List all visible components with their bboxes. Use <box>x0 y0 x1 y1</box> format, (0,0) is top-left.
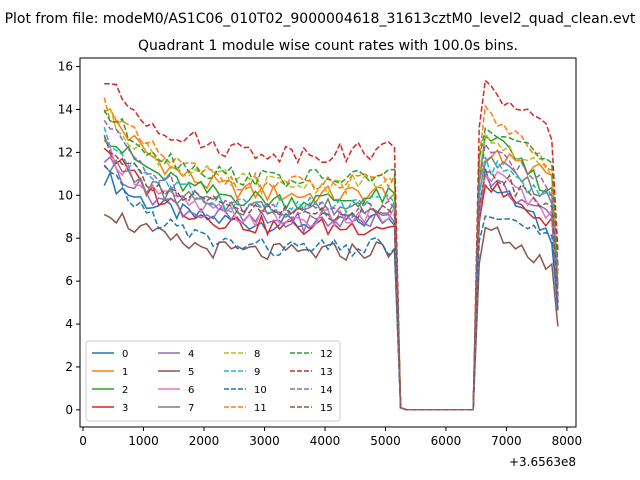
series-line-11 <box>103 97 559 411</box>
series-line-1 <box>103 108 559 411</box>
series-line-13 <box>104 78 559 411</box>
x-tick-label: 3000 <box>249 434 280 448</box>
legend-label-0: 0 <box>122 349 128 360</box>
legend-label-11: 11 <box>254 403 267 414</box>
x-axis: 0 1000 2000 3000 4000 5000 6000 7000 8000 <box>79 427 582 448</box>
y-tick-label: 16 <box>58 60 73 74</box>
legend-box <box>85 340 341 422</box>
x-tick-label: 2000 <box>189 434 220 448</box>
x-tick-label: 5000 <box>370 434 401 448</box>
x-offset-label: +3.6563e8 <box>509 455 576 469</box>
chart-title: Quadrant 1 module wise count rates with … <box>138 38 518 54</box>
legend-label-2: 2 <box>122 385 128 396</box>
series-line-15 <box>103 134 559 411</box>
y-tick-label: 6 <box>65 274 73 288</box>
legend-label-5: 5 <box>188 367 194 378</box>
legend-label-13: 13 <box>320 367 333 378</box>
y-tick-label: 14 <box>58 102 73 116</box>
y-tick-label: 0 <box>65 403 73 417</box>
x-tick-label: 0 <box>79 434 87 448</box>
legend-label-9: 9 <box>254 367 260 378</box>
legend-label-3: 3 <box>122 403 128 414</box>
legend-label-4: 4 <box>188 349 194 360</box>
y-tick-label: 12 <box>58 145 73 159</box>
y-tick-label: 2 <box>65 360 73 374</box>
legend-label-14: 14 <box>320 385 333 396</box>
legend-label-8: 8 <box>254 349 260 360</box>
y-axis: 0 2 4 6 8 10 12 14 16 <box>58 60 80 417</box>
legend-label-1: 1 <box>122 367 128 378</box>
x-tick-label: 6000 <box>431 434 462 448</box>
legend-label-6: 6 <box>188 385 194 396</box>
x-tick-label: 4000 <box>310 434 341 448</box>
y-tick-label: 4 <box>65 317 73 331</box>
plot-area <box>103 78 559 411</box>
series-line-8 <box>103 106 559 411</box>
legend-label-7: 7 <box>188 403 194 414</box>
legend-label-10: 10 <box>254 385 267 396</box>
legend-label-12: 12 <box>320 349 333 360</box>
series-line-14 <box>103 119 559 411</box>
x-tick-label: 8000 <box>552 434 583 448</box>
chart-suptitle: Plot from file: modeM0/AS1C06_010T02_900… <box>5 11 636 27</box>
series-line-12 <box>103 109 559 411</box>
y-tick-label: 8 <box>65 231 73 245</box>
plot-frame <box>79 57 577 428</box>
x-tick-label: 7000 <box>491 434 522 448</box>
y-tick-label: 10 <box>58 188 73 202</box>
series-line-2 <box>103 134 559 411</box>
legend-label-15: 15 <box>320 403 333 414</box>
series-line-10 <box>103 164 559 411</box>
x-tick-label: 1000 <box>128 434 159 448</box>
series-line-9 <box>103 126 559 411</box>
